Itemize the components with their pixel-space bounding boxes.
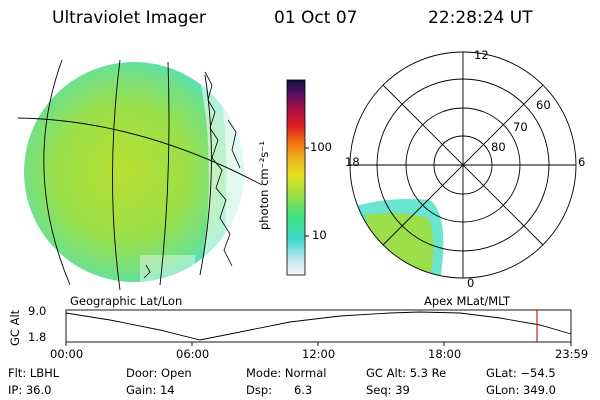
info-dsp: Dsp: 6.3 (246, 383, 313, 397)
altitude-plot (65, 309, 572, 346)
info-seq: Seq: 39 (366, 383, 410, 397)
xtick-0000: 00:00 (50, 347, 84, 361)
info-door: Door: Open (126, 366, 192, 380)
lat-label-70: 70 (513, 120, 528, 134)
app-title: Ultraviolet Imager (52, 8, 206, 28)
altitude-ylabel: GC Alt (8, 309, 22, 346)
info-ip: IP: 36.0 (8, 383, 52, 397)
lat-label-80: 80 (491, 140, 506, 154)
colorbar-tick-10: 10 (312, 228, 327, 242)
coastline (143, 71, 241, 279)
info-gc-alt: GC Alt: 5.3 Re (366, 366, 447, 380)
apex-panel-label: Apex MLat/MLT (424, 294, 511, 308)
altitude-ytick-low: 1.8 (28, 330, 47, 344)
mlt-label-12: 12 (474, 48, 489, 62)
colorbar (286, 79, 309, 276)
polar-plot (349, 51, 577, 279)
date-label: 01 Oct 07 (274, 8, 358, 28)
xtick-2359: 23:59 (555, 347, 589, 361)
info-filter: Flt: LBHL (8, 366, 60, 380)
lat-label-60: 60 (536, 98, 551, 112)
info-mode: Mode: Normal (246, 366, 327, 380)
colorbar-tick-100: 100 (310, 140, 332, 154)
xtick-1200: 12:00 (302, 347, 336, 361)
xtick-0600: 06:00 (176, 347, 210, 361)
mlt-label-0: 0 (467, 276, 475, 290)
xtick-1800: 18:00 (428, 347, 462, 361)
info-glat: GLat: −54.5 (486, 366, 556, 380)
time-label: 22:28:24 UT (428, 8, 533, 28)
altitude-ytick-high: 9.0 (28, 304, 47, 318)
colorbar-unit-label: photon cm⁻²s⁻¹ (257, 141, 271, 230)
info-glon: GLon: 349.0 (486, 383, 556, 397)
info-gain: Gain: 14 (126, 383, 175, 397)
geographic-panel-label: Geographic Lat/Lon (70, 294, 183, 308)
mlt-label-18: 18 (345, 155, 360, 169)
mlt-label-6: 6 (578, 155, 586, 169)
